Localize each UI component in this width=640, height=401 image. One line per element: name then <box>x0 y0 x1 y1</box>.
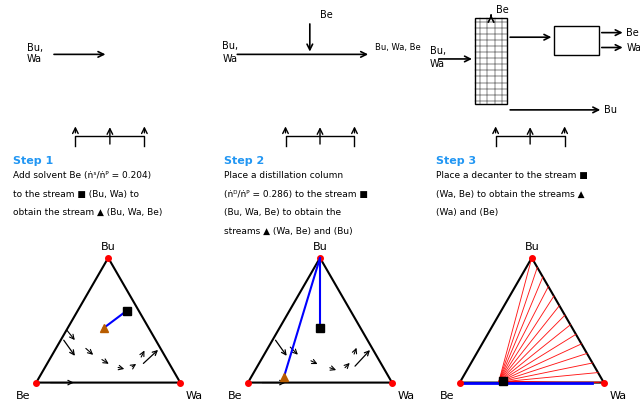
Text: streams ▲ (Wa, Be) and (Bu): streams ▲ (Wa, Be) and (Bu) <box>224 227 353 236</box>
Text: Be: Be <box>320 10 333 20</box>
Text: Step 2: Step 2 <box>224 156 264 166</box>
Text: Wa: Wa <box>627 43 640 53</box>
Text: Wa: Wa <box>27 54 42 64</box>
Text: Bu: Bu <box>101 242 116 252</box>
Text: Add solvent Be (ṅˢ/ṅᴾ = 0.204): Add solvent Be (ṅˢ/ṅᴾ = 0.204) <box>13 171 150 180</box>
Bar <box>475 18 508 104</box>
Text: Wa: Wa <box>430 59 445 69</box>
Text: Place a decanter to the stream ■: Place a decanter to the stream ■ <box>436 171 588 180</box>
Text: Place a distillation column: Place a distillation column <box>224 171 344 180</box>
Text: Be: Be <box>627 28 639 38</box>
Text: Be: Be <box>496 5 509 15</box>
Text: Bu,: Bu, <box>430 46 446 56</box>
Text: Bu, Wa, Be: Bu, Wa, Be <box>375 43 420 52</box>
Text: Bu: Bu <box>524 242 539 252</box>
Text: (Bu, Wa, Be) to obtain the: (Bu, Wa, Be) to obtain the <box>224 208 341 217</box>
Bar <box>554 26 599 55</box>
Text: Step 3: Step 3 <box>436 156 476 166</box>
Text: (Wa, Be) to obtain the streams ▲: (Wa, Be) to obtain the streams ▲ <box>436 190 584 199</box>
Text: Be: Be <box>440 391 454 401</box>
Text: Be: Be <box>16 391 31 401</box>
Text: (Wa) and (Be): (Wa) and (Be) <box>436 208 499 217</box>
Text: Bu: Bu <box>604 105 617 115</box>
Text: Wa: Wa <box>398 391 415 401</box>
Text: Bu,: Bu, <box>222 41 238 51</box>
Text: Bu: Bu <box>312 242 328 252</box>
Text: Wa: Wa <box>222 54 237 64</box>
Text: Wa: Wa <box>609 391 627 401</box>
Text: Step 1: Step 1 <box>13 156 52 166</box>
Text: Be: Be <box>228 391 242 401</box>
Text: (ṅᴰ/ṅᴾ = 0.286) to the stream ■: (ṅᴰ/ṅᴾ = 0.286) to the stream ■ <box>224 190 368 199</box>
Text: Wa: Wa <box>186 391 203 401</box>
Text: Bu,: Bu, <box>27 43 43 53</box>
Text: obtain the stream ▲ (Bu, Wa, Be): obtain the stream ▲ (Bu, Wa, Be) <box>13 208 162 217</box>
Text: to the stream ■ (Bu, Wa) to: to the stream ■ (Bu, Wa) to <box>13 190 138 199</box>
